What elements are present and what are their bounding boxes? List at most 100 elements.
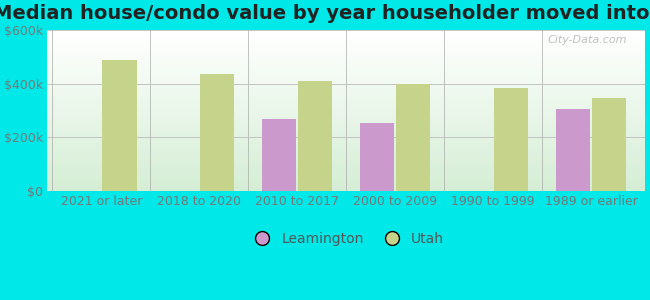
Bar <box>47 148 645 149</box>
Bar <box>47 157 645 158</box>
Bar <box>47 153 645 154</box>
Bar <box>47 54 645 55</box>
Bar <box>47 61 645 62</box>
Bar <box>47 156 645 157</box>
Bar <box>47 117 645 118</box>
Bar <box>102 60 136 191</box>
Bar <box>47 40 645 41</box>
Legend: Leamington, Utah: Leamington, Utah <box>242 226 450 251</box>
Bar <box>47 60 645 61</box>
Bar <box>47 75 645 76</box>
Bar <box>47 138 645 139</box>
Bar <box>47 164 645 165</box>
Bar <box>47 74 645 75</box>
Bar <box>47 83 645 84</box>
Bar <box>47 88 645 89</box>
Bar <box>47 171 645 172</box>
Bar <box>47 165 645 166</box>
Bar <box>47 135 645 136</box>
Bar <box>47 103 645 104</box>
Bar <box>47 55 645 56</box>
Bar <box>47 189 645 190</box>
Bar <box>47 145 645 146</box>
Bar <box>47 71 645 72</box>
Bar <box>47 82 645 83</box>
Bar <box>47 188 645 189</box>
Bar <box>47 32 645 33</box>
Bar <box>47 50 645 51</box>
Bar <box>47 176 645 177</box>
Bar <box>47 114 645 115</box>
Bar <box>47 47 645 48</box>
Bar <box>47 56 645 57</box>
Bar <box>47 162 645 163</box>
Bar <box>47 99 645 100</box>
Bar <box>47 133 645 134</box>
Bar <box>47 85 645 86</box>
Bar <box>47 104 645 105</box>
Bar <box>47 38 645 39</box>
Bar <box>47 139 645 140</box>
Bar <box>47 127 645 128</box>
Bar <box>47 59 645 60</box>
Bar <box>200 74 235 191</box>
Bar <box>47 86 645 87</box>
Bar <box>47 45 645 46</box>
Bar <box>47 102 645 103</box>
Bar <box>47 79 645 80</box>
Bar <box>47 179 645 180</box>
Bar <box>47 137 645 138</box>
Bar <box>47 152 645 153</box>
Bar <box>47 119 645 120</box>
Bar <box>262 118 296 191</box>
Bar <box>47 186 645 187</box>
Bar <box>47 37 645 38</box>
Title: Median house/condo value by year householder moved into unit: Median house/condo value by year househo… <box>0 4 650 23</box>
Bar <box>47 91 645 92</box>
Bar <box>47 78 645 79</box>
Bar <box>47 70 645 71</box>
Bar <box>47 170 645 171</box>
Bar <box>360 123 394 191</box>
Bar <box>47 118 645 119</box>
Bar <box>47 185 645 186</box>
Bar <box>47 97 645 98</box>
Bar <box>47 178 645 179</box>
Bar <box>47 39 645 40</box>
Bar <box>47 87 645 88</box>
Text: City-Data.com: City-Data.com <box>547 35 627 45</box>
Bar <box>47 81 645 82</box>
Bar <box>47 76 645 77</box>
Bar <box>47 120 645 121</box>
Bar <box>47 169 645 170</box>
Bar <box>47 33 645 34</box>
Bar <box>47 42 645 43</box>
Bar <box>47 58 645 59</box>
Bar <box>47 94 645 95</box>
Bar <box>47 110 645 111</box>
Bar <box>47 129 645 130</box>
Bar <box>47 154 645 155</box>
Bar <box>47 172 645 173</box>
Bar <box>47 173 645 174</box>
Bar <box>47 41 645 42</box>
Bar <box>47 181 645 182</box>
Bar <box>47 142 645 143</box>
Bar <box>47 160 645 161</box>
Bar <box>47 30 645 31</box>
Bar <box>47 52 645 53</box>
Bar <box>47 155 645 156</box>
Bar <box>47 130 645 131</box>
Bar <box>47 177 645 178</box>
Bar <box>47 34 645 35</box>
Bar <box>298 81 332 191</box>
Bar <box>47 128 645 129</box>
Bar <box>47 93 645 94</box>
Bar <box>47 105 645 106</box>
Bar <box>47 124 645 125</box>
Bar <box>47 77 645 78</box>
Bar <box>47 118 645 119</box>
Bar <box>47 116 645 117</box>
Bar <box>47 113 645 114</box>
Bar <box>47 80 645 81</box>
